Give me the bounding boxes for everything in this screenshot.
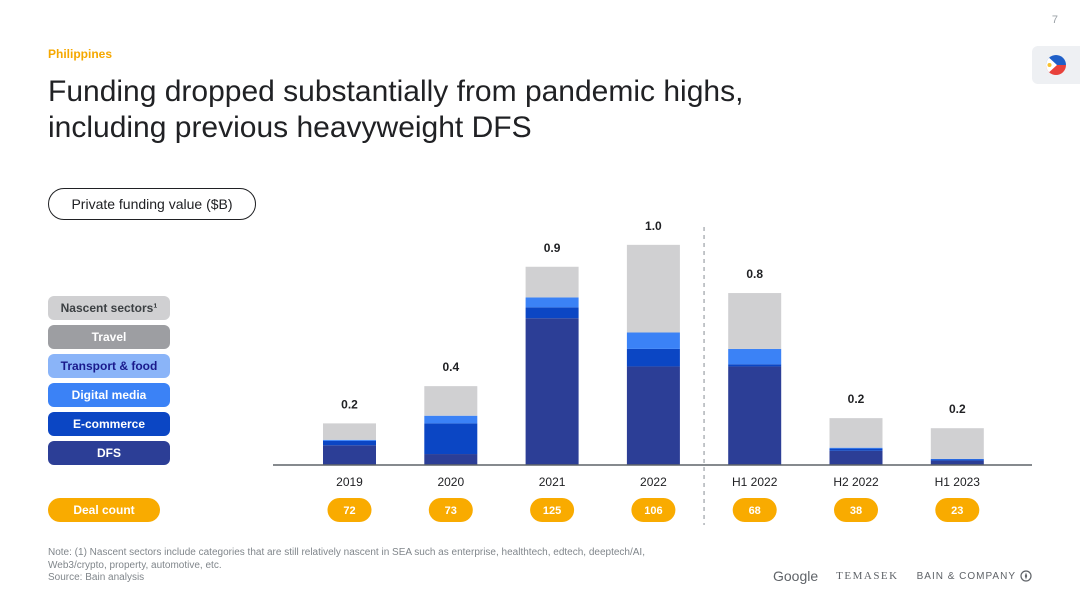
deal-count-value: 23 [951, 505, 963, 517]
deal-count-pill [732, 498, 777, 522]
bar-segment [424, 454, 478, 465]
deal-count-label: Deal count [73, 503, 134, 517]
legend-item-travel: Travel [48, 325, 170, 349]
page-title: Funding dropped substantially from pande… [48, 74, 848, 146]
deal-count-value: 68 [749, 505, 761, 517]
bar-total-label: 1.0 [645, 219, 662, 233]
bar-segment [424, 386, 478, 416]
deal-count-value: 38 [850, 505, 862, 517]
deal-count-value: 73 [445, 505, 457, 517]
bar-segment [323, 423, 376, 440]
bar-segment [728, 293, 782, 349]
deal-count-value: 125 [543, 505, 561, 517]
footnote-line: Web3/crypto, property, automotive, etc. [48, 559, 222, 571]
metric-label-pill: Private funding value ($B) [48, 188, 256, 220]
bar-total-label: 0.4 [442, 360, 459, 374]
bar-segment [323, 445, 376, 465]
bar-segment [728, 364, 782, 367]
country-label: Philippines [48, 47, 113, 61]
bar-total-label: 0.8 [746, 267, 763, 281]
x-tick-label: 2021 [539, 475, 566, 489]
bar-total-label: 0.2 [848, 392, 865, 406]
x-tick-label: H1 2022 [732, 475, 778, 489]
bar-total-label: 0.2 [949, 402, 966, 416]
bar-segment [626, 348, 680, 367]
bar-segment [525, 297, 579, 308]
page-number: 7 [1051, 14, 1058, 26]
bar-segment [829, 447, 883, 449]
deal-count-pill [327, 498, 372, 522]
deal-count-pill [530, 498, 575, 522]
legend-item-transport-food: Transport & food [48, 354, 170, 378]
title-line: Funding dropped substantially from pande… [48, 75, 744, 108]
bar-segment [424, 423, 478, 455]
x-tick-label: 2020 [437, 475, 464, 489]
deal-count-pill [834, 498, 878, 522]
x-tick-label: 2022 [640, 475, 667, 489]
bar-segment [930, 458, 984, 460]
deal-count-value: 106 [644, 505, 662, 517]
bar-segment [829, 418, 883, 448]
deal-count-pill [935, 498, 980, 522]
bar-segment [829, 450, 883, 465]
bar-segment [626, 366, 680, 465]
flag-badge [1032, 46, 1080, 84]
deal-count-pill [631, 498, 676, 522]
bar-segment [525, 318, 579, 465]
title-line: including previous heavyweight DFS [48, 111, 532, 144]
bar-total-label: 0.9 [544, 241, 561, 255]
bar-segment [626, 332, 680, 349]
bar-segment [930, 428, 984, 459]
x-tick-label: 2019 [336, 475, 363, 489]
x-tick-label: H2 2022 [833, 475, 879, 489]
bain-logo: BAIN & COMPANY [917, 570, 1032, 582]
bar-segment [525, 307, 579, 319]
chart-legend: Nascent sectors¹ Travel Transport & food… [48, 296, 170, 470]
bar-segment [626, 244, 680, 333]
bar-segment [424, 415, 478, 424]
legend-item-dfs: DFS [48, 441, 170, 465]
bar-segment [930, 459, 984, 461]
bain-logo-text: BAIN & COMPANY [916, 570, 1016, 582]
source-line: Source: Bain analysis [48, 572, 145, 583]
deal-count-pill [428, 498, 473, 522]
bar-segment [829, 448, 883, 451]
legend-item-nascent-sectors: Nascent sectors¹ [48, 296, 170, 320]
bain-compass-icon [1020, 570, 1032, 582]
bar-segment [525, 266, 579, 298]
temasek-logo: TEMASEK [836, 570, 899, 582]
bar-segment [930, 460, 984, 465]
x-tick-label: H1 2023 [935, 475, 981, 489]
legend-item-digital-media: Digital media [48, 383, 170, 407]
bar-segment [323, 439, 376, 441]
legend-item-e-commerce: E-commerce [48, 412, 170, 436]
bar-total-label: 0.2 [341, 397, 358, 411]
bar-segment [323, 440, 376, 446]
deal-count-value: 72 [343, 505, 355, 517]
bar-segment [728, 366, 782, 465]
footnote: Note: (1) Nascent sectors include catego… [48, 547, 645, 585]
deal-count-label-pill [48, 498, 160, 522]
footnote-line: Note: (1) Nascent sectors include catego… [48, 547, 645, 558]
bar-segment [728, 348, 782, 365]
philippines-flag-icon [1046, 55, 1066, 75]
partner-logos: Google TEMASEK BAIN & COMPANY [773, 568, 1032, 584]
google-logo: Google [773, 568, 819, 584]
